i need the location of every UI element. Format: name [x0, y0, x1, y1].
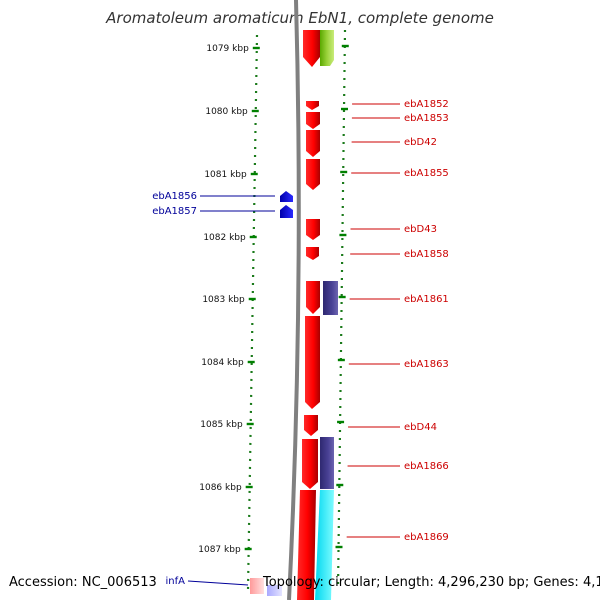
gene-label[interactable]: ebA1869: [404, 532, 449, 543]
gene-label[interactable]: ebA1857: [152, 206, 197, 217]
scale-tick-label: 1081 kbp: [204, 170, 247, 180]
infA-features: [250, 578, 282, 596]
scale-tick-label: 1084 kbp: [201, 358, 244, 368]
gene-arrow: [306, 130, 320, 157]
forward-gene-track: [297, 30, 320, 600]
gene-label[interactable]: ebA1856: [152, 191, 197, 202]
accession-text: Accession: NC_006513: [9, 575, 157, 590]
cds-track: [320, 281, 338, 489]
gene-label[interactable]: ebD44: [404, 422, 437, 433]
gene-label[interactable]: ebA1866: [404, 461, 449, 472]
scale-tick-label: 1079 kbp: [206, 44, 249, 54]
accession-label: Accession:: [9, 575, 78, 590]
gene-arrow: [304, 415, 318, 436]
gene-label[interactable]: ebA1861: [404, 294, 449, 305]
gene-label[interactable]: ebA1858: [404, 249, 449, 260]
gene-label[interactable]: ebD43: [404, 224, 437, 235]
right-gene-labels: ebA1852 ebA1853 ebD42 ebA1855 ebD43 ebA1858 eb…: [346, 99, 449, 543]
label-leader-line: [187, 580, 249, 586]
accession-value: NC_006513: [81, 575, 157, 590]
scale-tick-label: 1086 kbp: [199, 483, 242, 493]
length-label: Length:: [384, 575, 434, 590]
reverse-gene-track: [280, 191, 293, 218]
scale-ticks: 1079 kbp 1080 kbp 1081 kbp 1082 kbp 1083 kbp…: [198, 44, 349, 555]
left-gene-labels: ebA1856 ebA1857 infA: [152, 191, 275, 587]
gene-arrow: [306, 247, 319, 260]
gene-label[interactable]: ebD42: [404, 137, 437, 148]
topology-value: circular: [327, 575, 377, 590]
gene-arrow: [306, 159, 320, 190]
topology-label: Topology:: [263, 575, 324, 590]
gene-arrow: [302, 439, 318, 489]
scale-tick-label: 1082 kbp: [203, 233, 246, 243]
scale-tick-label: 1083 kbp: [202, 295, 245, 305]
gene-arrow: [305, 316, 320, 409]
gene-arrow: [306, 219, 320, 240]
scale-tick-label: 1087 kbp: [198, 545, 241, 555]
gene-label[interactable]: ebA1853: [404, 113, 449, 124]
genome-backbone: [287, 0, 301, 600]
gene-arrow: [306, 281, 320, 314]
gene-label[interactable]: ebA1852: [404, 99, 449, 110]
gene-label[interactable]: ebA1863: [404, 359, 449, 370]
map-title: Aromatoleum aromaticum EbN1, complete ge…: [106, 9, 494, 27]
genes-label: Genes:: [533, 575, 579, 590]
scale-ruler: [246, 29, 347, 591]
genome-info-text: Topology: circular; Length: 4,296,230 bp…: [263, 575, 600, 590]
genes-value: 4,194: [582, 575, 600, 590]
scale-tick-label: 1080 kbp: [205, 107, 248, 117]
gene-arrow: [306, 112, 320, 129]
scale-tick-label: 1085 kbp: [200, 420, 243, 430]
gene-arrow: [306, 101, 319, 110]
gene-arrow: [297, 490, 316, 600]
cds-block: [320, 437, 334, 489]
gene-arrow: [280, 191, 293, 202]
gene-label[interactable]: ebA1855: [404, 168, 449, 179]
rna-band-cyan: [315, 490, 334, 600]
cds-block: [323, 281, 338, 315]
feature-band-green: [320, 30, 334, 66]
length-value: 4,296,230 bp: [438, 575, 525, 590]
gene-arrow: [303, 30, 320, 67]
gene-arrow: [280, 205, 293, 218]
gene-label[interactable]: infA: [166, 576, 186, 587]
